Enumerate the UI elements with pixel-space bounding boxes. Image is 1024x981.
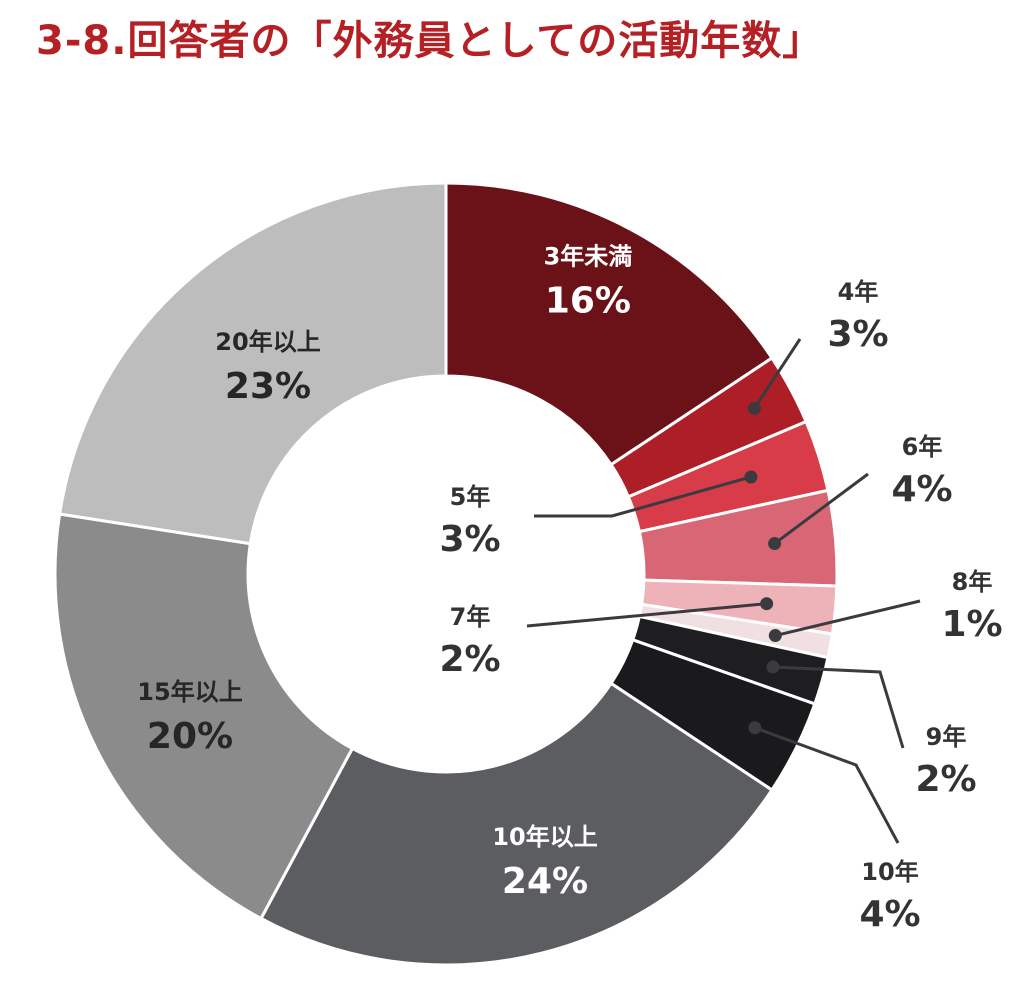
leader-line bbox=[754, 726, 900, 844]
slice-label-category: 10年以上 bbox=[492, 823, 597, 851]
slice-0 bbox=[444, 181, 775, 467]
slice-label-category: 5年 bbox=[450, 483, 491, 511]
leader-line bbox=[773, 472, 869, 545]
slice-label-percent: 24% bbox=[502, 861, 588, 902]
leader-dot bbox=[766, 660, 780, 674]
slice-label-percent: 16% bbox=[545, 281, 631, 322]
slice-label-percent: 4% bbox=[859, 894, 920, 935]
slice-label-category: 4年 bbox=[838, 278, 879, 306]
leader-line bbox=[753, 338, 802, 410]
slice-label-percent: 3% bbox=[439, 519, 500, 560]
leader-dot bbox=[748, 721, 762, 735]
leader-line bbox=[534, 475, 752, 518]
leader-lines-group bbox=[526, 338, 921, 844]
slice-8 bbox=[258, 681, 775, 967]
slice-label-percent: 3% bbox=[827, 314, 888, 355]
page-title: 3-8.回答者の「外務員としての活動年数」 bbox=[36, 18, 824, 64]
slice-10 bbox=[57, 181, 448, 546]
slice-label-category: 10年 bbox=[861, 858, 918, 886]
leader-dot bbox=[768, 629, 782, 643]
leader-line bbox=[772, 665, 905, 749]
leader-dot bbox=[744, 470, 758, 484]
slice-label-category: 15年以上 bbox=[137, 678, 242, 706]
slice-label-percent: 23% bbox=[225, 366, 311, 407]
slice-label-percent: 2% bbox=[439, 639, 500, 680]
slice-label-percent: 2% bbox=[915, 759, 976, 800]
slice-label-category: 20年以上 bbox=[215, 328, 320, 356]
leader-dot bbox=[747, 401, 761, 415]
slice-label-category: 3年未満 bbox=[544, 243, 633, 271]
slice-label-category: 7年 bbox=[450, 603, 491, 631]
slice-9 bbox=[53, 512, 355, 921]
slices-group bbox=[53, 181, 839, 967]
slice-label-percent: 4% bbox=[891, 469, 952, 510]
leader-line bbox=[526, 602, 767, 628]
slice-label-category: 6年 bbox=[902, 433, 943, 461]
slice-label-percent: 20% bbox=[147, 716, 233, 757]
slice-label-percent: 1% bbox=[941, 604, 1002, 645]
labels-group: 3年未満 16% 4年 3% 5年 3% 6年 4% 7年 2% 8年 1% 9年 2% 10年 4% 10年以… bbox=[137, 243, 1002, 935]
slice-label-category: 8年 bbox=[952, 568, 993, 596]
leader-dot bbox=[768, 537, 782, 551]
slice-label-category: 9年 bbox=[926, 723, 967, 751]
leader-line bbox=[774, 599, 921, 638]
leader-dot bbox=[760, 597, 774, 611]
